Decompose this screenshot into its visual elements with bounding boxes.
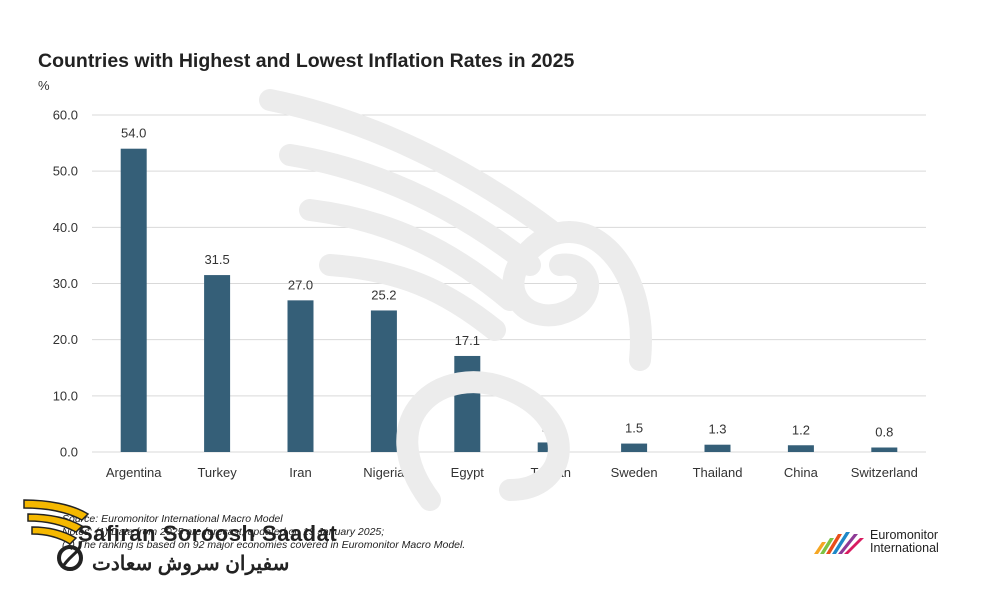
x-tick-label: Argentina xyxy=(106,465,162,480)
y-tick-label: 40.0 xyxy=(53,220,78,235)
bar xyxy=(621,443,648,452)
wing-icon xyxy=(23,499,90,571)
data-label: 25.2 xyxy=(371,287,396,302)
euromonitor-mark-icon xyxy=(814,532,864,554)
x-tick-label: Turkey xyxy=(197,465,237,480)
notes-line-1: Notes: (1) Data from 2025 are forecast, … xyxy=(62,526,385,538)
x-tick-label: Switzerland xyxy=(851,465,918,480)
euromonitor-logo: Euromonitor International xyxy=(812,528,962,558)
x-tick-label: Sweden xyxy=(611,465,658,480)
bar xyxy=(454,355,481,452)
y-tick-label: 20.0 xyxy=(53,332,78,347)
source-notes: Source: Euromonitor International Macro … xyxy=(62,513,465,552)
bar xyxy=(120,148,147,452)
data-label: 1.5 xyxy=(625,421,643,436)
source-line: Source: Euromonitor International Macro … xyxy=(62,513,283,525)
y-tick-label: 60.0 xyxy=(53,108,78,123)
y-axis-unit: % xyxy=(38,78,50,93)
safiran-persian-name: سفیران سروش سعادت xyxy=(92,553,290,575)
notes-line-2: (2) The ranking is based on 92 major eco… xyxy=(62,539,466,551)
x-tick-label: Nigeria xyxy=(363,465,405,480)
x-tick-label: Taiwan xyxy=(530,465,570,480)
data-label: 27.0 xyxy=(288,277,313,292)
bar xyxy=(204,275,231,452)
bar xyxy=(787,445,814,452)
bar xyxy=(537,442,564,452)
data-label: 31.5 xyxy=(204,252,229,267)
data-label: 1.2 xyxy=(792,422,810,437)
bar xyxy=(287,300,314,452)
bar xyxy=(370,310,397,452)
x-tick-label: China xyxy=(784,465,819,480)
chart-title: Countries with Highest and Lowest Inflat… xyxy=(38,50,575,72)
data-label: 0.8 xyxy=(875,425,893,440)
y-tick-label: 10.0 xyxy=(53,388,78,403)
x-tick-label: Iran xyxy=(289,465,311,480)
y-tick-label: 30.0 xyxy=(53,276,78,291)
data-label: 1.7 xyxy=(542,419,560,434)
safiran-logo: Safiran Soroosh Saadat سفیران سروش سعادت xyxy=(22,494,337,580)
x-tick-label: Thailand xyxy=(693,465,743,480)
bar xyxy=(871,447,898,452)
data-label: 17.1 xyxy=(455,333,480,348)
bar xyxy=(704,444,731,452)
y-tick-label: 50.0 xyxy=(53,164,78,179)
safiran-latin-name: Safiran Soroosh Saadat xyxy=(78,521,338,546)
euromonitor-name: Euromonitor International xyxy=(870,529,939,555)
euromonitor-line-1: Euromonitor xyxy=(870,528,939,542)
data-label: 1.3 xyxy=(708,422,726,437)
data-label: 54.0 xyxy=(121,126,146,141)
x-tick-label: Egypt xyxy=(451,465,485,480)
euromonitor-line-2: International xyxy=(870,541,939,555)
y-tick-label: 0.0 xyxy=(60,445,78,460)
